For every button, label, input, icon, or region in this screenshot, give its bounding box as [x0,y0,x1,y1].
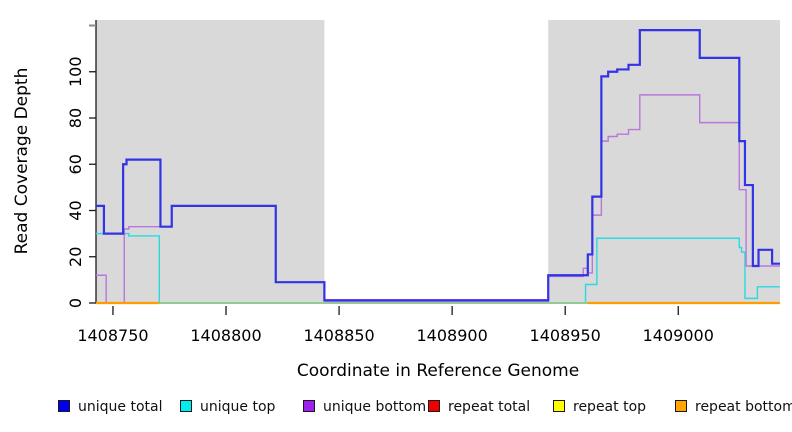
x-tick-label: 1408950 [530,326,601,345]
series-unique-total [96,29,780,302]
legend: unique total unique top unique bottom re… [0,399,792,421]
legend-label: unique top [200,399,276,415]
legend-swatch-unique-top [180,400,192,412]
legend-swatch-repeat-total [428,400,440,412]
y-tick-label: 40 [66,200,85,220]
x-tick-label: 1408800 [190,326,261,345]
legend-item-unique-bottom: unique bottom [303,399,426,415]
legend-label: repeat total [448,399,531,415]
y-tick-label: 20 [66,247,85,267]
legend-label: repeat top [573,399,647,415]
x-tick-label: 1409000 [643,326,714,345]
shaded-region [96,20,325,303]
legend-item-repeat-total: repeat total [428,399,530,415]
legend-label: unique bottom [323,399,427,415]
x-tick-label: 1408900 [416,326,487,345]
legend-label: repeat bottom [695,399,792,415]
y-tick-label: 100 [66,56,85,87]
coverage-chart: 0 20 40 60 80 100 1408750 1408800 1408850 1408900… [66,20,780,345]
legend-swatch-unique-total [58,400,70,412]
y-tick-label: 60 [66,154,85,174]
legend-swatch-repeat-top [553,400,565,412]
y-tick-label: 0 [66,298,85,308]
legend-swatch-unique-bottom [303,400,315,412]
legend-item-unique-top: unique top [180,399,275,415]
series-unique-bottom [96,94,780,304]
y-tick-label: 80 [66,108,85,128]
x-axis-title: Coordinate in Reference Genome [296,361,580,381]
x-tick-label: 1408850 [303,326,374,345]
series-unique-top [96,232,780,304]
y-axis-title: Read Coverage Depth [12,67,32,255]
legend-label: unique total [78,399,163,415]
legend-item-repeat-bottom: repeat bottom [675,399,792,415]
x-tick-label: 1408750 [77,326,148,345]
legend-item-unique-total: unique total [58,399,162,415]
legend-swatch-repeat-bottom [675,400,687,412]
legend-item-repeat-top: repeat top [553,399,646,415]
